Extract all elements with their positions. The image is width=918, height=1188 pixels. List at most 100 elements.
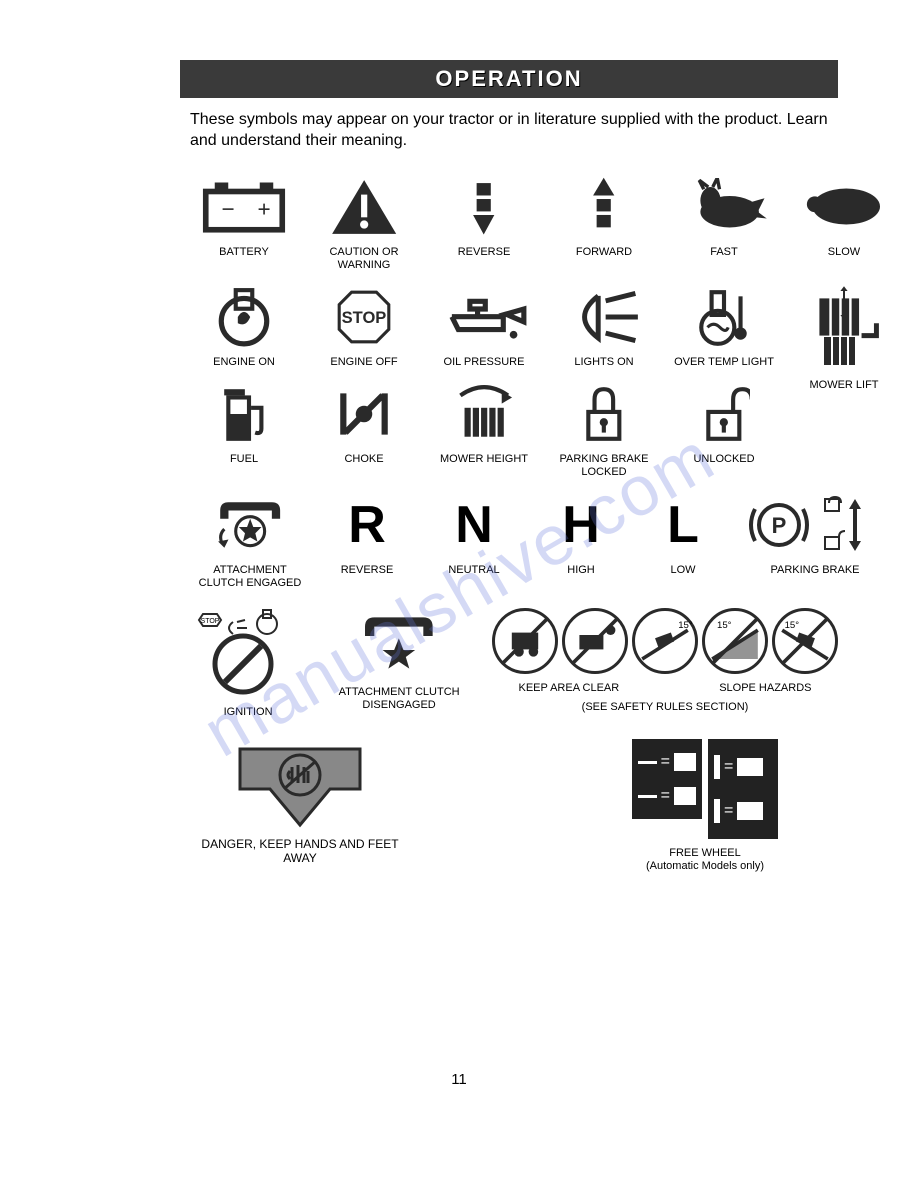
symbol-row-5: STOP IGNITION ATTACHMENT CLUTCH DISENGAG… — [190, 608, 838, 719]
symbol-slow: SLOW — [790, 176, 898, 272]
symbol-engine-on: ENGINE ON — [190, 286, 298, 369]
high-label: HIGH — [567, 564, 595, 577]
oil-pressure-icon — [439, 286, 529, 348]
symbol-caution: CAUTION OR WARNING — [310, 176, 418, 272]
page-number: 11 — [0, 1071, 918, 1088]
unlocked-label: UNLOCKED — [693, 453, 754, 466]
symbol-ignition: STOP IGNITION — [190, 608, 306, 719]
engine-on-icon — [199, 286, 289, 348]
symbol-battery: −+ BATTERY — [190, 176, 298, 272]
symbol-engine-off: STOP ENGINE OFF — [310, 286, 418, 369]
svg-text:15°: 15° — [785, 620, 800, 631]
lights-on-icon — [559, 286, 649, 348]
symbol-mower-height: MOWER HEIGHT — [430, 383, 538, 479]
engine-off-icon: STOP — [319, 286, 409, 348]
ignition-icon: STOP — [193, 608, 303, 698]
danger-icon — [230, 739, 370, 829]
choke-label: CHOKE — [344, 453, 383, 466]
engine-off-label: ENGINE OFF — [330, 356, 397, 369]
clutch-disengaged-icon — [354, 608, 444, 678]
symbol-low: L LOW — [638, 494, 728, 590]
symbol-clutch-disengaged: ATTACHMENT CLUTCH DISENGAGED — [336, 608, 462, 712]
symbol-lights-on: LIGHTS ON — [550, 286, 658, 369]
mower-height-icon — [439, 383, 529, 445]
fast-icon — [679, 176, 769, 238]
slope-icon-2: 15° — [702, 608, 768, 674]
svg-text:15°: 15° — [717, 620, 732, 631]
high-icon: H — [536, 494, 626, 556]
clutch-engaged-label: ATTACHMENT CLUTCH ENGAGED — [190, 564, 310, 590]
parking-brake-label: PARKING BRAKE — [770, 564, 859, 577]
symbol-unlocked: UNLOCKED — [670, 383, 778, 479]
keep-clear-label: KEEP AREA CLEAR — [519, 682, 620, 695]
symbol-oil-pressure: OIL PRESSURE — [430, 286, 538, 369]
over-temp-label: OVER TEMP LIGHT — [674, 356, 774, 369]
free-wheel-sublabel: (Automatic Models only) — [646, 860, 764, 873]
slow-icon — [799, 176, 889, 238]
symbol-over-temp: OVER TEMP LIGHT — [670, 286, 778, 369]
oil-pressure-label: OIL PRESSURE — [444, 356, 525, 369]
slope-icon-1: 15° — [632, 608, 698, 674]
symbol-reverse-letter: R REVERSE — [322, 494, 412, 590]
symbol-high: H HIGH — [536, 494, 626, 590]
ignition-label: IGNITION — [224, 706, 273, 719]
neutral-icon: N — [429, 494, 519, 556]
danger-label: DANGER, KEEP HANDS AND FEET AWAY — [190, 837, 410, 866]
symbol-parking-locked: PARKING BRAKE LOCKED — [550, 383, 658, 479]
safety-group: 15° 15° 15° KEEP AREA CLEAR SLOPE HAZARD… — [492, 608, 838, 714]
reverse-letter-label: REVERSE — [341, 564, 394, 577]
symbol-mower-lift: MOWER LIFT — [790, 283, 898, 479]
forward-icon — [559, 176, 649, 238]
svg-text:15°: 15° — [678, 620, 693, 631]
caution-icon — [319, 176, 409, 238]
svg-text:−: − — [222, 197, 235, 222]
parking-brake-icon: P — [745, 494, 885, 556]
symbol-forward-arrow: FORWARD — [550, 176, 658, 272]
clutch-engaged-icon — [205, 494, 295, 556]
safety-note: (SEE SAFETY RULES SECTION) — [582, 701, 749, 714]
fast-label: FAST — [710, 246, 738, 259]
free-wheel-label: FREE WHEEL — [669, 847, 741, 860]
forward-arrow-label: FORWARD — [576, 246, 632, 259]
low-icon: L — [638, 494, 728, 556]
reverse-letter-icon: R — [322, 494, 412, 556]
symbol-fast: FAST — [670, 176, 778, 272]
symbol-fuel: FUEL — [190, 383, 298, 479]
mower-lift-label: MOWER LIFT — [809, 379, 878, 392]
reverse-arrow-label: REVERSE — [458, 246, 511, 259]
symbol-neutral: N NEUTRAL — [424, 494, 524, 590]
battery-icon: −+ — [199, 176, 289, 238]
svg-text:STOP: STOP — [201, 618, 220, 625]
over-temp-icon — [679, 286, 769, 348]
fuel-label: FUEL — [230, 453, 258, 466]
slope-label: SLOPE HAZARDS — [719, 682, 811, 695]
low-label: LOW — [670, 564, 695, 577]
symbol-reverse-arrow: REVERSE — [430, 176, 538, 272]
parking-locked-icon — [559, 383, 649, 445]
slow-label: SLOW — [828, 246, 860, 259]
section-header: OPERATION — [180, 60, 838, 98]
neutral-label: NEUTRAL — [448, 564, 499, 577]
svg-text:STOP: STOP — [342, 308, 387, 327]
reverse-icon — [439, 176, 529, 238]
intro-text: These symbols may appear on your tractor… — [190, 110, 830, 152]
caution-label: CAUTION OR WARNING — [310, 246, 418, 272]
slope-icon-3: 15° — [772, 608, 838, 674]
symbol-clutch-engaged: ATTACHMENT CLUTCH ENGAGED — [190, 494, 310, 590]
svg-text:P: P — [772, 513, 787, 538]
symbol-row-2: ENGINE ON STOP ENGINE OFF OIL PRESSURE L… — [190, 286, 838, 369]
choke-icon — [319, 383, 409, 445]
keep-clear-icon-2 — [562, 608, 628, 674]
symbol-choke: CHOKE — [310, 383, 418, 479]
fuel-icon — [199, 383, 289, 445]
keep-clear-icon-1 — [492, 608, 558, 674]
symbol-row-3: FUEL CHOKE MOWER HEIGHT PARKING BRAKE LO… — [190, 383, 838, 479]
symbol-danger: DANGER, KEEP HANDS AND FEET AWAY — [190, 739, 410, 873]
symbol-parking-brake: P PARKING BRAKE — [740, 494, 890, 590]
clutch-disengaged-label: ATTACHMENT CLUTCH DISENGAGED — [336, 686, 462, 712]
lights-on-label: LIGHTS ON — [574, 356, 633, 369]
symbol-row-1: −+ BATTERY CAUTION OR WARNING REVERSE FO… — [190, 176, 838, 272]
symbol-row-6: DANGER, KEEP HANDS AND FEET AWAY = = = =… — [190, 739, 838, 873]
battery-label: BATTERY — [219, 246, 269, 259]
symbol-free-wheel: = = = = FREE WHEEL (Automatic Models onl… — [632, 739, 778, 873]
